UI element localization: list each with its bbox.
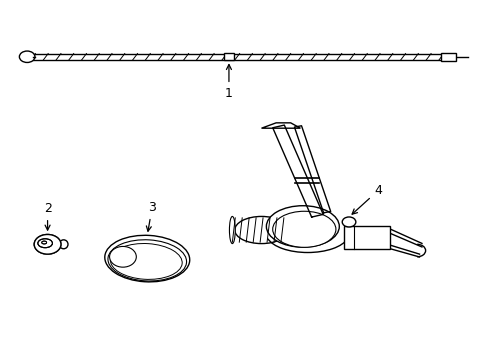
Circle shape [342, 217, 355, 227]
Ellipse shape [234, 216, 287, 244]
Bar [344, 226, 389, 249]
Polygon shape [272, 125, 323, 217]
Ellipse shape [38, 239, 52, 248]
Circle shape [20, 51, 35, 63]
Ellipse shape [41, 241, 46, 244]
Ellipse shape [59, 240, 68, 249]
Bar [223, 53, 234, 60]
Text: 2: 2 [43, 202, 51, 230]
Ellipse shape [109, 247, 136, 267]
Text: 1: 1 [224, 64, 232, 100]
Ellipse shape [34, 234, 61, 254]
Ellipse shape [229, 216, 235, 244]
Bar [441, 53, 455, 61]
Ellipse shape [272, 211, 335, 247]
Text: 3: 3 [146, 201, 156, 231]
Ellipse shape [104, 235, 189, 282]
Text: 4: 4 [351, 184, 381, 214]
Ellipse shape [110, 243, 182, 279]
Ellipse shape [266, 206, 339, 247]
Polygon shape [294, 126, 330, 213]
Ellipse shape [108, 240, 186, 281]
Ellipse shape [34, 234, 61, 254]
